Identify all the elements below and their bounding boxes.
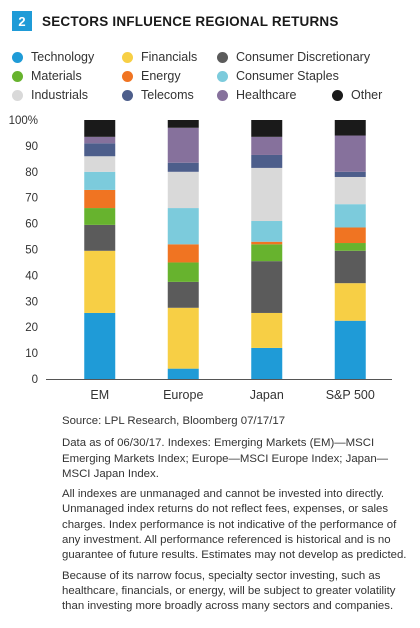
- bar-segment-other: [167, 120, 199, 128]
- legend-label: Industrials: [31, 88, 88, 102]
- legend-item-energy: Energy: [122, 69, 181, 83]
- figure-title: SECTORS INFLUENCE REGIONAL RETURNS: [42, 13, 339, 29]
- legend-item-materials: Materials: [12, 69, 82, 83]
- legend-swatch: [12, 89, 23, 101]
- legend-item-financials: Financials: [122, 50, 197, 64]
- bar-segment-materials: [251, 244, 283, 262]
- legend-swatch: [217, 70, 228, 82]
- bar-segment-telecoms: [251, 154, 283, 168]
- bar-segment-technology: [84, 312, 116, 379]
- legend-label: Telecoms: [141, 88, 194, 102]
- legend-item-consumer-staples: Consumer Staples: [217, 69, 339, 83]
- legend-item-telecoms: Telecoms: [122, 88, 194, 102]
- bar-segment-healthcare: [334, 135, 366, 172]
- bar-segment-consumer-discretionary: [84, 224, 116, 251]
- x-category-label: Japan: [250, 388, 284, 402]
- legend-label: Consumer Staples: [236, 69, 339, 83]
- legend-item-other: Other: [332, 88, 382, 102]
- y-tick-label: 20: [25, 322, 38, 334]
- x-category-label: S&P 500: [326, 388, 375, 402]
- y-tick-label: 10: [25, 348, 38, 360]
- y-tick-label: 40: [25, 270, 38, 282]
- bar-segment-healthcare: [84, 136, 116, 144]
- bar-segment-telecoms: [84, 143, 116, 157]
- x-category-label: EM: [90, 388, 109, 402]
- bar-segment-energy: [334, 227, 366, 244]
- legend-item-healthcare: Healthcare: [217, 88, 296, 102]
- bar-segment-other: [84, 120, 116, 137]
- data-as-of-note: Data as of 06/30/17. Indexes: Emerging M…: [62, 437, 389, 480]
- bar-segment-technology: [251, 347, 283, 379]
- bar-segment-industrials: [251, 167, 283, 222]
- bar-segment-financials: [84, 250, 116, 313]
- bar-segment-consumer-staples: [84, 171, 116, 190]
- bar-segment-other: [334, 120, 366, 136]
- bar-segment-other: [251, 120, 283, 137]
- bar-segment-financials: [251, 312, 283, 348]
- bar-segment-energy: [251, 241, 283, 245]
- source-note: Source: LPL Research, Bloomberg 07/17/17: [62, 415, 286, 427]
- chart-notes: Source: LPL Research, Bloomberg 07/17/17…: [62, 414, 414, 620]
- y-tick-label: 100%: [9, 115, 38, 127]
- y-tick-label: 70: [25, 193, 38, 205]
- y-tick-label: 50: [25, 245, 38, 257]
- legend-item-industrials: Industrials: [12, 88, 88, 102]
- bar-segment-consumer-discretionary: [167, 281, 199, 308]
- legend-label: Financials: [141, 50, 198, 64]
- legend-item-consumer-discretionary: Consumer Discretionary: [217, 50, 370, 64]
- legend-swatch: [12, 51, 23, 63]
- disclaimer-note: All indexes are unmanaged and cannot be …: [62, 488, 407, 562]
- bar-segment-materials: [84, 208, 116, 225]
- figure-number-badge: 2: [12, 11, 32, 31]
- bar-segment-energy: [84, 189, 116, 209]
- legend-label: Technology: [31, 50, 95, 64]
- y-tick-label: 90: [25, 141, 38, 153]
- bar-segment-industrials: [334, 176, 366, 205]
- bar-segment-consumer-staples: [167, 208, 199, 245]
- bar-segment-technology: [167, 368, 199, 379]
- y-tick-label: 0: [32, 374, 38, 386]
- bar-segment-consumer-staples: [251, 221, 283, 242]
- bar-segment-healthcare: [251, 136, 283, 155]
- legend-label: Healthcare: [236, 88, 297, 102]
- legend-swatch: [332, 89, 343, 101]
- legend-swatch: [122, 70, 133, 82]
- bar-segment-materials: [334, 243, 366, 251]
- bar-segment-consumer-discretionary: [251, 261, 283, 313]
- bar-segment-consumer-staples: [334, 204, 366, 228]
- y-tick-label: 80: [25, 167, 38, 179]
- legend-swatch: [12, 70, 23, 82]
- legend-label: Consumer Discretionary: [236, 50, 371, 64]
- bar-segment-financials: [334, 283, 366, 321]
- bar-segment-materials: [167, 262, 199, 282]
- bar-segment-healthcare: [167, 127, 199, 163]
- sector-risk-note: Because of its narrow focus, specialty s…: [62, 569, 396, 613]
- bar-segment-financials: [167, 307, 199, 369]
- legend-item-technology: Technology: [12, 50, 94, 64]
- figure-header: 2 SECTORS INFLUENCE REGIONAL RETURNS: [12, 10, 339, 32]
- legend-swatch: [122, 89, 133, 101]
- y-tick-label: 30: [25, 296, 38, 308]
- legend-label: Energy: [141, 69, 181, 83]
- y-tick-label: 60: [25, 219, 38, 231]
- x-category-label: Europe: [163, 388, 203, 402]
- bar-segment-energy: [167, 244, 199, 263]
- legend-label: Materials: [31, 69, 82, 83]
- bar-segment-consumer-discretionary: [334, 250, 366, 284]
- bar-segment-industrials: [167, 171, 199, 209]
- bar-segment-technology: [334, 320, 366, 379]
- bar-segment-industrials: [84, 156, 116, 172]
- legend-swatch: [217, 89, 228, 101]
- legend-label: Other: [351, 88, 383, 102]
- legend-swatch: [122, 51, 133, 63]
- stacked-bar-chart: 0 10 20 30 40 50 60 70 80 90 100% EM Europe Japan S&P …: [9, 115, 392, 402]
- bar-segment-telecoms: [334, 171, 366, 177]
- bar-segment-telecoms: [167, 162, 199, 172]
- legend-swatch: [217, 51, 228, 63]
